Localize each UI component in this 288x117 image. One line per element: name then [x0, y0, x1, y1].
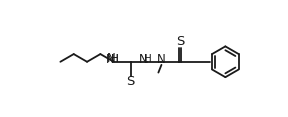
Text: H: H — [144, 55, 151, 64]
Text: N: N — [107, 52, 116, 65]
Text: H: H — [111, 55, 118, 64]
Text: S: S — [176, 35, 184, 48]
Text: N: N — [139, 53, 148, 66]
Text: S: S — [126, 75, 135, 88]
Text: N: N — [157, 53, 166, 66]
Text: H: H — [111, 54, 119, 64]
Text: N: N — [106, 53, 115, 66]
